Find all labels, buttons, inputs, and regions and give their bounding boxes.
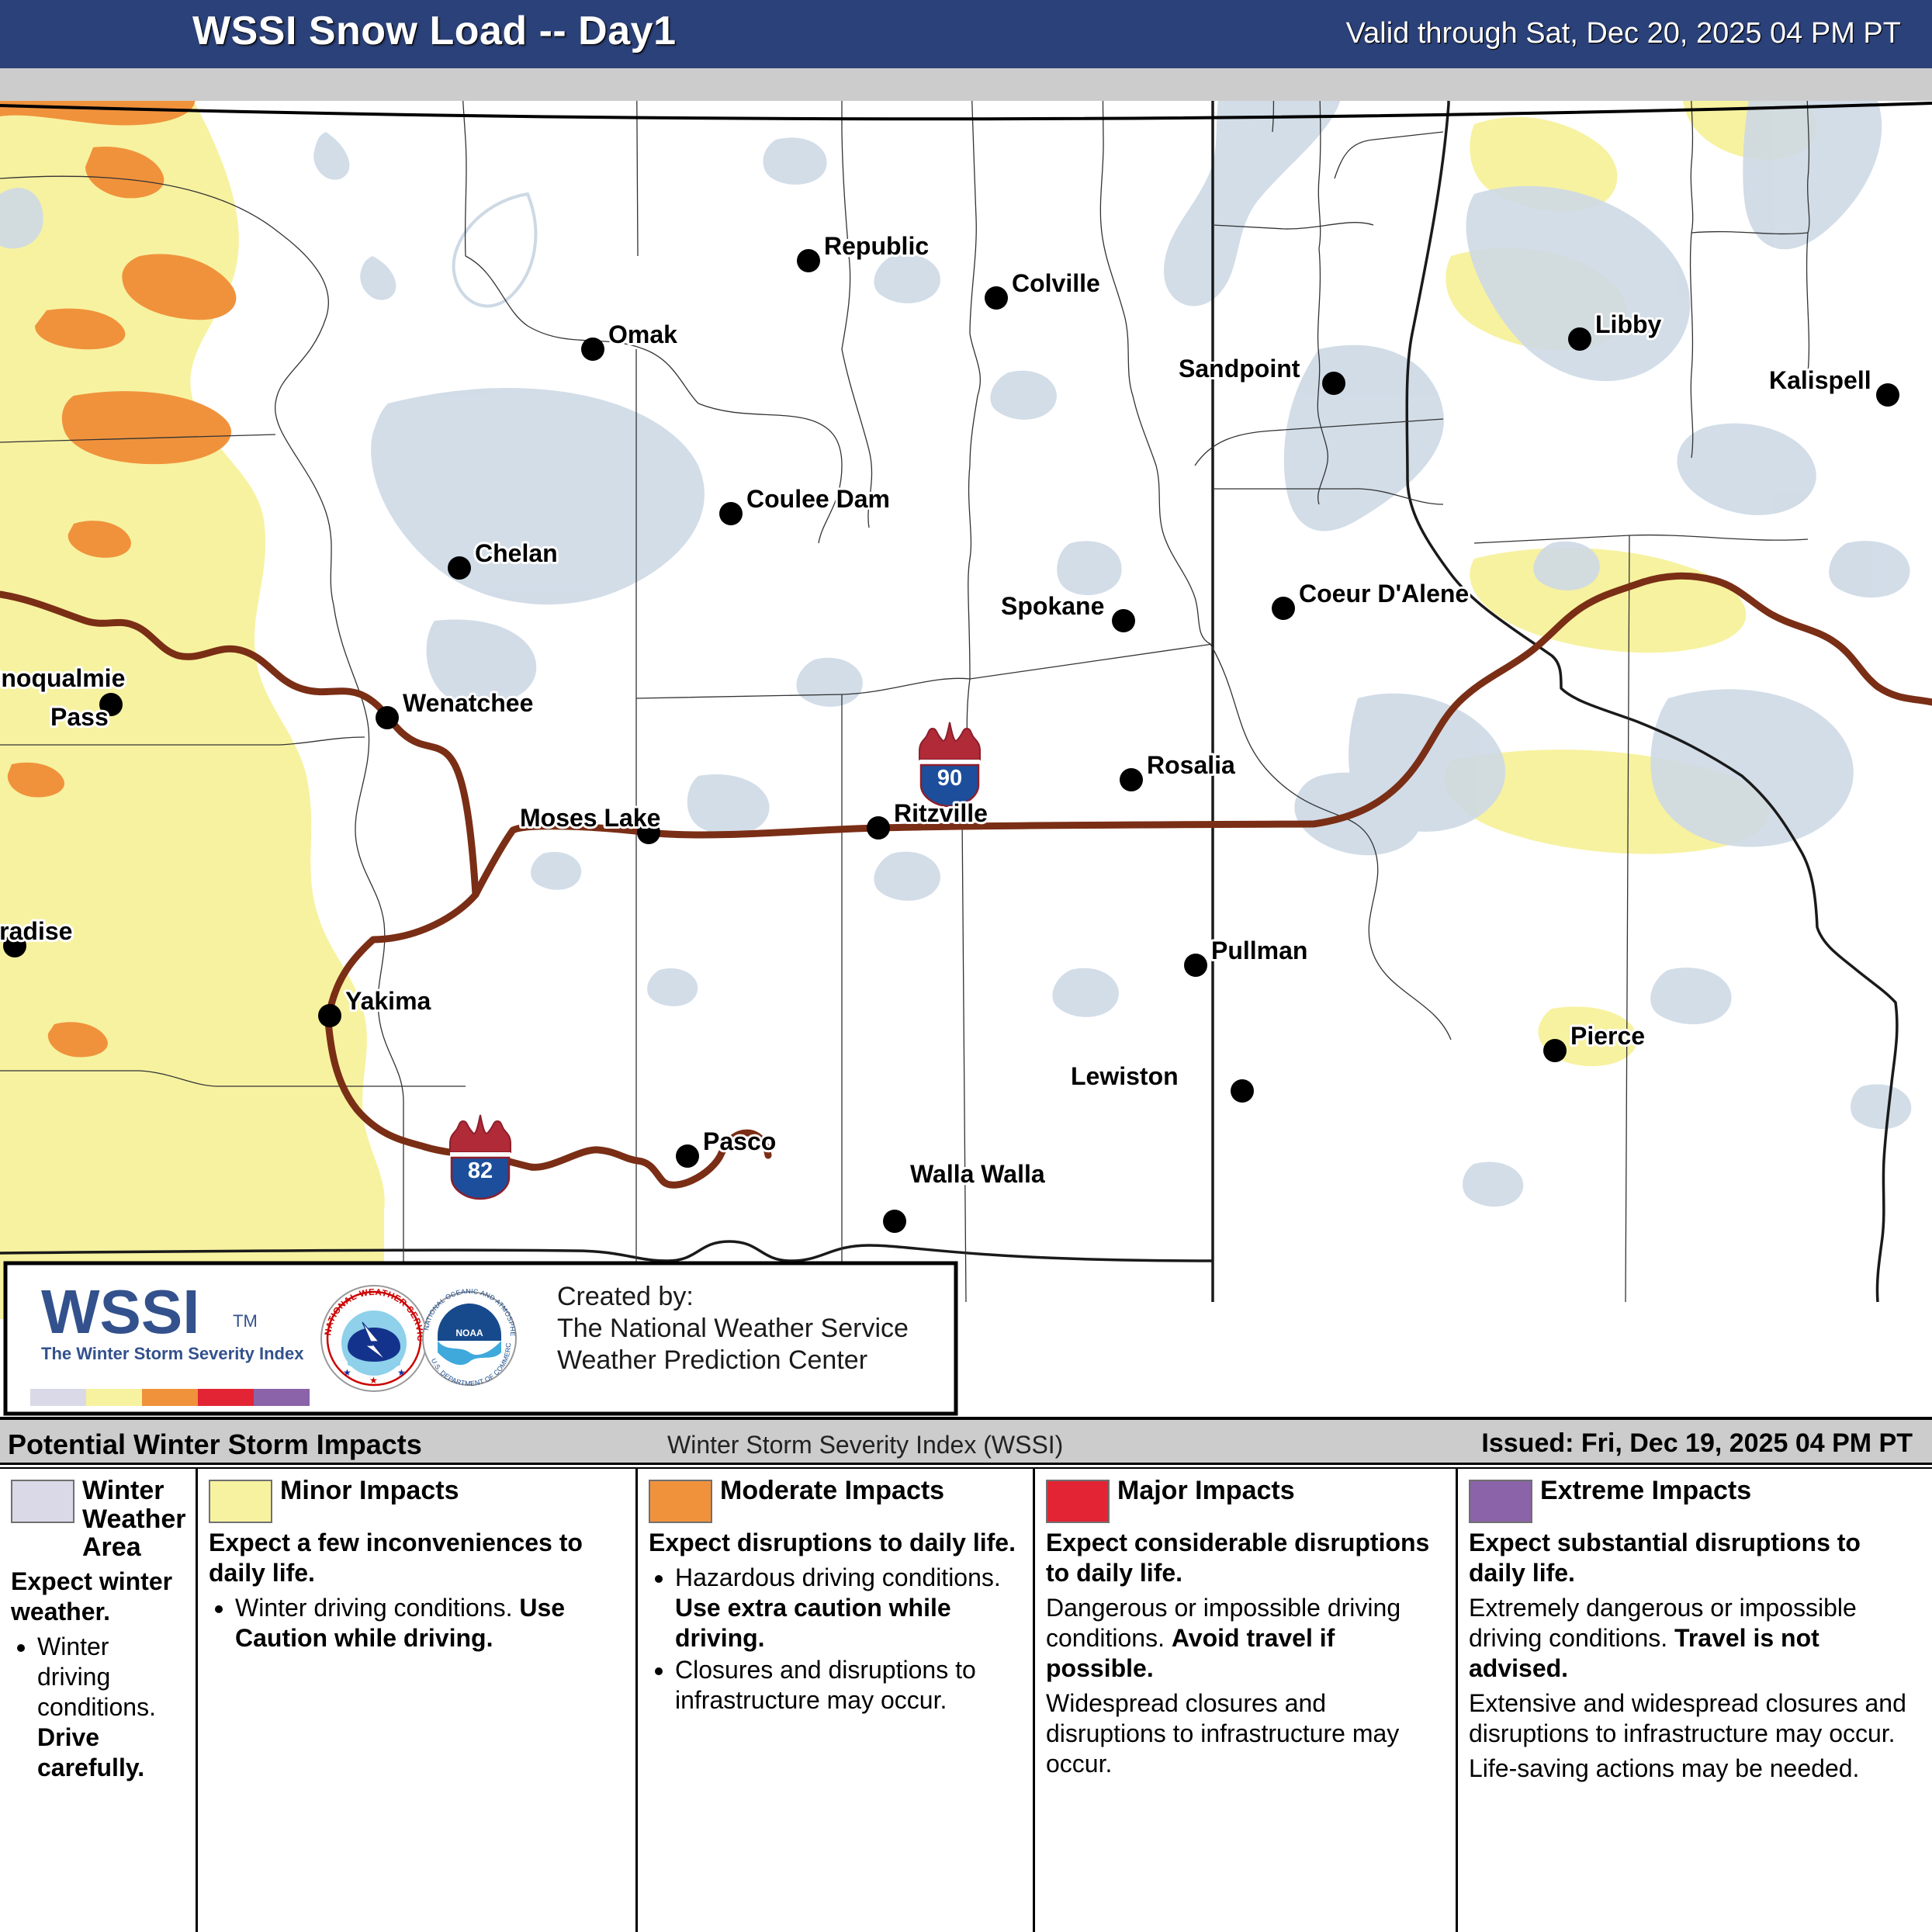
- svg-text:★: ★: [397, 1367, 406, 1378]
- svg-text:Omak: Omak: [608, 320, 677, 348]
- svg-text:Sandpoint: Sandpoint: [1179, 355, 1300, 383]
- svg-text:Walla Walla: Walla Walla: [910, 1160, 1045, 1188]
- svg-text:Created by:: Created by:: [557, 1282, 694, 1311]
- svg-text:Rosalia: Rosalia: [1147, 751, 1235, 779]
- svg-text:Pass: Pass: [50, 703, 109, 731]
- svg-text:Paradise: Paradise: [0, 917, 72, 945]
- svg-text:Weather Prediction Center: Weather Prediction Center: [557, 1345, 867, 1375]
- svg-text:The Winter Storm Severity Inde: The Winter Storm Severity Index: [41, 1344, 304, 1363]
- svg-text:Moses Lake: Moses Lake: [520, 804, 660, 832]
- svg-text:Coulee Dam: Coulee Dam: [746, 485, 890, 513]
- svg-text:Snoqualmie: Snoqualmie: [0, 664, 125, 692]
- svg-text:★: ★: [343, 1367, 351, 1378]
- svg-text:Chelan: Chelan: [475, 539, 558, 567]
- svg-text:Ritzville: Ritzville: [894, 799, 988, 827]
- svg-text:Kalispell: Kalispell: [1769, 366, 1871, 394]
- svg-text:Lewiston: Lewiston: [1071, 1062, 1179, 1090]
- svg-text:Coeur D'Alene: Coeur D'Alene: [1299, 580, 1469, 608]
- svg-text:The National Weather Service: The National Weather Service: [557, 1314, 909, 1343]
- svg-text:NOAA: NOAA: [455, 1328, 483, 1338]
- svg-text:Yakima: Yakima: [345, 987, 431, 1015]
- svg-text:Pullman: Pullman: [1211, 937, 1307, 964]
- svg-text:Colville: Colville: [1012, 269, 1100, 297]
- svg-text:Wenatchee: Wenatchee: [403, 689, 533, 717]
- svg-text:Libby: Libby: [1595, 310, 1662, 338]
- svg-text:Republic: Republic: [824, 232, 929, 260]
- svg-text:82: 82: [468, 1158, 493, 1183]
- svg-text:WSSI: WSSI: [41, 1277, 199, 1346]
- svg-text:Pasco: Pasco: [703, 1127, 776, 1155]
- svg-text:Pierce: Pierce: [1570, 1022, 1645, 1050]
- svg-text:TM: TM: [233, 1311, 258, 1331]
- svg-text:Spokane: Spokane: [1001, 592, 1104, 620]
- svg-text:90: 90: [937, 766, 962, 791]
- svg-text:★: ★: [369, 1375, 378, 1386]
